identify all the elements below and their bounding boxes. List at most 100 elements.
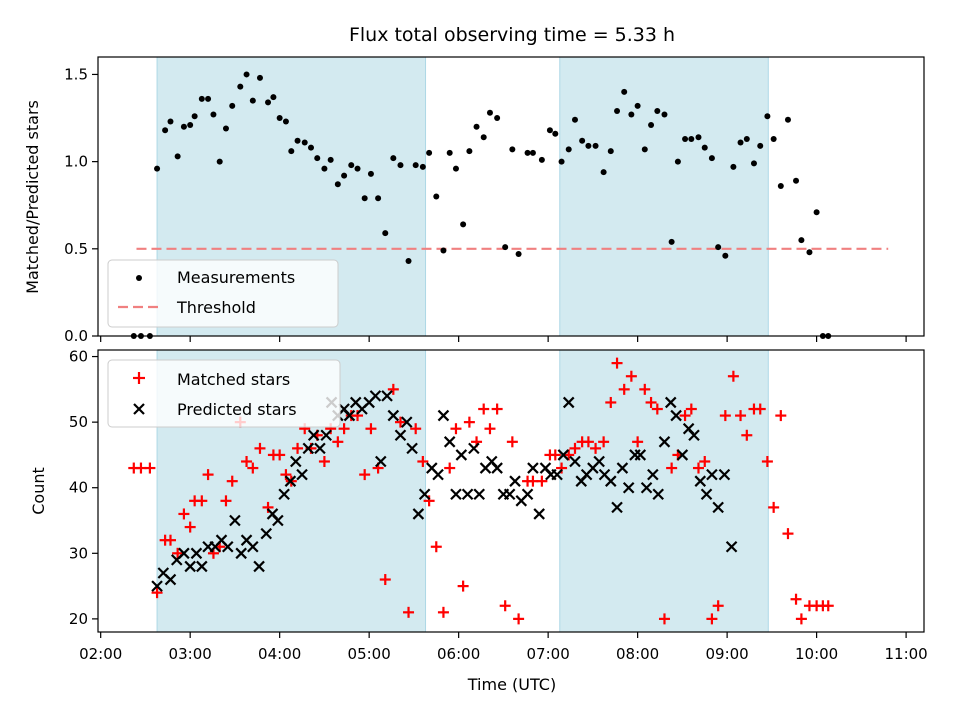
predicted-star-point xyxy=(260,527,273,540)
measurement-point xyxy=(614,108,621,115)
matched-star-point xyxy=(790,593,802,605)
predicted-star-point xyxy=(387,409,400,422)
predicted-marker-b xyxy=(215,534,228,546)
predicted-marker-b xyxy=(400,416,413,428)
matched-star-point xyxy=(491,403,503,415)
measurement-point xyxy=(585,142,592,149)
measurement-point xyxy=(294,137,301,144)
matched-star-point xyxy=(536,475,548,487)
predicted-marker-b xyxy=(320,429,332,442)
predicted-marker-b xyxy=(616,462,629,474)
measurement-point xyxy=(249,97,256,104)
predicted-star-point xyxy=(658,436,671,448)
measurement-point xyxy=(419,163,426,170)
predicted-star-point xyxy=(725,540,738,553)
measurement-point xyxy=(288,148,295,155)
measurement-point xyxy=(579,137,586,144)
legend-threshold-label: Threshold xyxy=(176,298,256,317)
predicted-star-point xyxy=(676,449,689,461)
measurement-point xyxy=(341,172,348,179)
matched-star-point xyxy=(563,449,575,461)
predicted-marker-b xyxy=(611,501,623,514)
predicted-marker-b xyxy=(455,449,468,461)
matched-star-point xyxy=(639,383,651,395)
predicted-marker-b xyxy=(491,462,503,474)
matched-star-point xyxy=(262,501,274,513)
predicted-marker-b xyxy=(640,481,653,494)
predicted-star-point xyxy=(418,488,431,501)
matched-star-point xyxy=(605,396,617,408)
predicted-marker-b xyxy=(314,442,326,455)
measurement-point xyxy=(426,149,433,156)
predicted-marker-b xyxy=(369,390,382,402)
matched-star-point xyxy=(768,501,780,513)
matched-star-point xyxy=(618,383,630,395)
predicted-marker-b xyxy=(551,468,563,481)
predicted-star-point xyxy=(647,468,659,481)
legend-matched-label: Matched stars xyxy=(177,370,290,389)
matched-star-point xyxy=(582,436,594,448)
matched-star-point xyxy=(499,600,511,612)
predicted-marker-b xyxy=(394,429,407,442)
predicted-stars-points xyxy=(151,390,738,592)
bottom-shaded-intervals xyxy=(156,349,769,633)
measurement-point xyxy=(460,221,467,228)
matched-star-point xyxy=(247,462,259,474)
measurement-point xyxy=(743,135,750,142)
predicted-marker-b xyxy=(634,449,647,461)
matched-star-point xyxy=(556,462,568,474)
predicted-star-point xyxy=(400,416,413,428)
matched-star-point xyxy=(666,462,678,474)
measurement-point xyxy=(806,249,813,256)
bottom-y-tick-label: 30 xyxy=(69,544,88,562)
predicted-marker-b xyxy=(712,501,724,514)
measurement-point xyxy=(777,183,784,190)
matched-star-point xyxy=(685,403,697,415)
matched-star-point xyxy=(658,613,670,625)
predicted-star-point xyxy=(634,449,647,461)
measurement-point xyxy=(265,99,272,106)
predicted-star-point xyxy=(521,488,534,501)
predicted-marker-b xyxy=(247,540,259,553)
matched-star-point xyxy=(172,547,184,559)
measurement-point xyxy=(307,144,314,151)
measurement-point xyxy=(798,237,805,244)
matched-star-point xyxy=(318,455,330,467)
predicted-marker-b xyxy=(658,436,671,448)
predicted-star-point xyxy=(284,475,297,487)
predicted-marker-b xyxy=(468,442,480,455)
matched-star-point xyxy=(506,436,518,448)
top-x-ticks xyxy=(100,336,907,342)
predicted-star-point xyxy=(616,462,629,474)
matched-star-point xyxy=(795,613,807,625)
measurement-point xyxy=(764,113,771,120)
matched-star-point xyxy=(484,423,496,435)
matched-star-point xyxy=(549,449,561,461)
matched-star-point xyxy=(202,469,214,481)
predicted-marker-b xyxy=(652,488,664,501)
legend-predicted-marker xyxy=(133,403,145,415)
measurement-point xyxy=(327,156,334,163)
predicted-star-point xyxy=(412,508,425,520)
measurement-point xyxy=(301,139,308,146)
matched-star-point xyxy=(706,613,718,625)
measurement-point xyxy=(813,209,820,216)
measurement-point xyxy=(515,251,522,258)
matched-star-point xyxy=(430,541,442,553)
measurement-point xyxy=(237,83,244,90)
measurement-point xyxy=(405,258,412,265)
predicted-star-point xyxy=(503,488,516,501)
measurement-point xyxy=(334,181,341,188)
measurement-point xyxy=(607,148,614,155)
matched-star-point xyxy=(164,534,176,546)
predicted-marker-b xyxy=(349,396,362,409)
bottom-y-tick-label: 60 xyxy=(69,348,88,366)
measurement-point xyxy=(191,113,198,120)
x-tick-label: 09:00 xyxy=(706,645,749,663)
matched-star-point xyxy=(417,455,429,467)
predicted-star-point xyxy=(611,501,623,514)
measurement-point xyxy=(167,118,174,125)
predicted-marker-b xyxy=(605,475,617,487)
measurement-point xyxy=(509,146,516,153)
shaded-interval-bottom-1 xyxy=(559,349,769,633)
